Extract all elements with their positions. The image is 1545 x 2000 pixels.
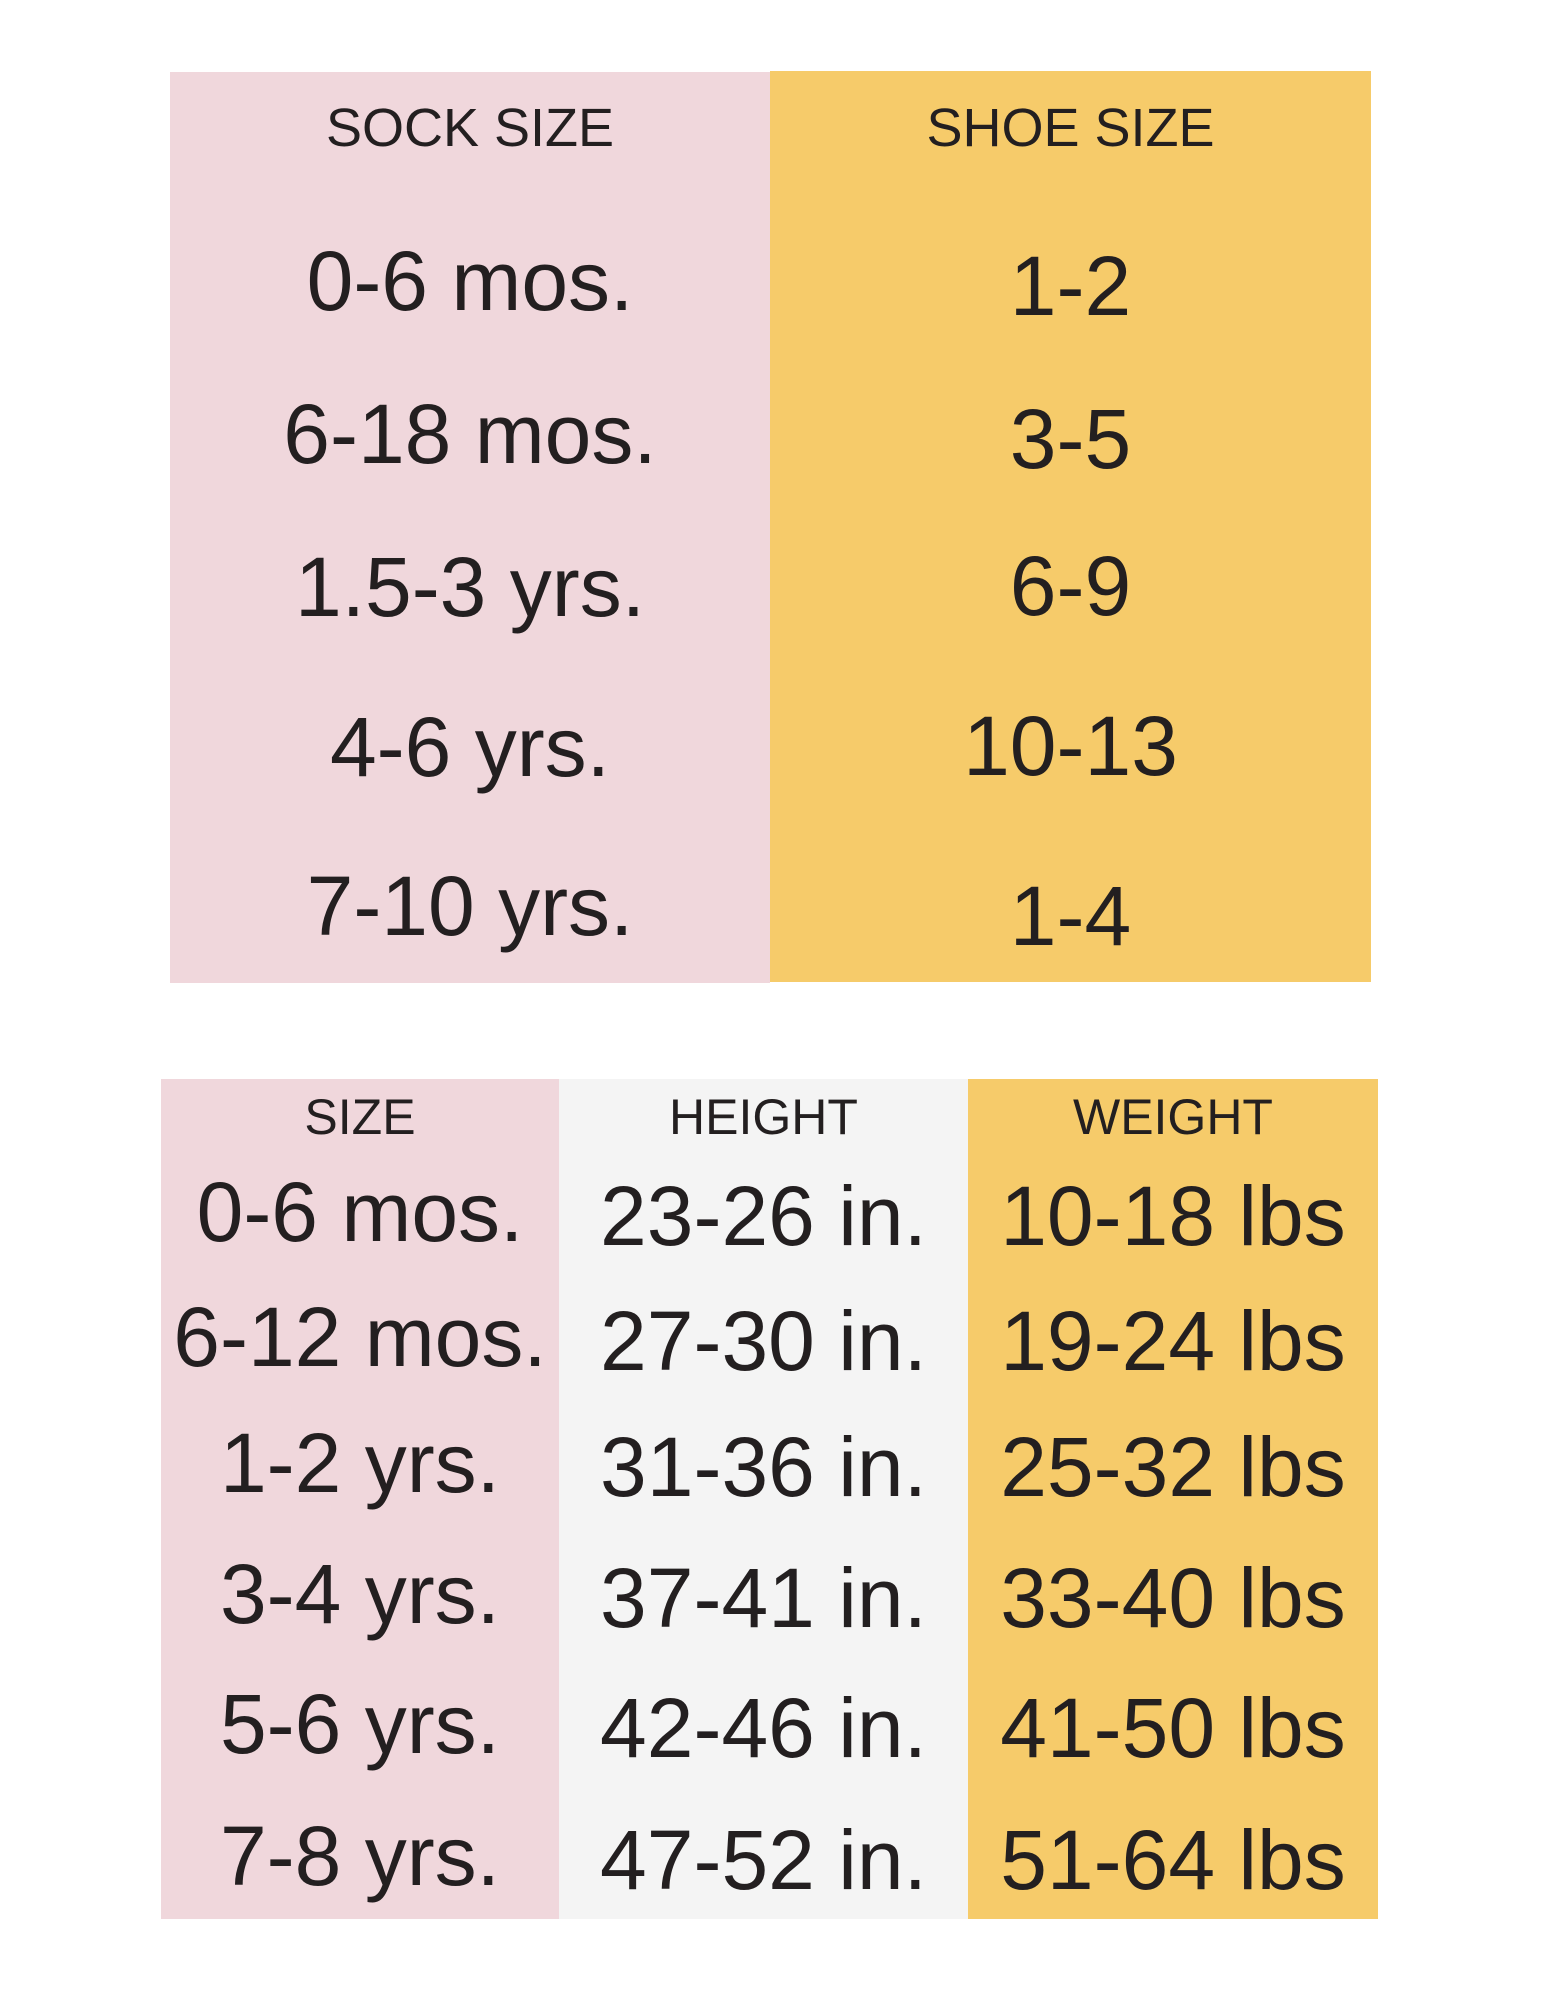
- shoe-size-cell: 6-9: [1009, 539, 1132, 633]
- height-cell: 37-41 in.: [600, 1551, 927, 1645]
- size-header: SIZE: [304, 1089, 416, 1145]
- size-cell: 1-2 yrs.: [219, 1416, 501, 1510]
- shoe-size-cell: 3-5: [1009, 392, 1132, 486]
- height-cell: 27-30 in.: [600, 1294, 927, 1388]
- size-cell: 0-6 mos.: [196, 1165, 524, 1259]
- height-cell: 23-26 in.: [600, 1169, 927, 1263]
- height-cell: 31-36 in.: [600, 1420, 927, 1514]
- size-cell: 3-4 yrs.: [219, 1547, 501, 1641]
- shoe-size-cell: 10-13: [963, 699, 1178, 793]
- shoe-size-column: SHOE SIZE 1-2 3-5 6-9 10-13 1-4: [770, 71, 1371, 982]
- sock-size-column: SOCK SIZE 0-6 mos. 6-18 mos. 1.5-3 yrs. …: [170, 72, 770, 983]
- weight-cell: 51-64 lbs: [1000, 1813, 1346, 1907]
- shoe-size-header: SHOE SIZE: [926, 98, 1215, 158]
- height-header: HEIGHT: [669, 1089, 858, 1145]
- shoe-size-cell: 1-2: [1009, 239, 1132, 333]
- size-column: SIZE 0-6 mos. 6-12 mos. 1-2 yrs. 3-4 yrs…: [161, 1079, 559, 1919]
- weight-cell: 25-32 lbs: [1000, 1420, 1346, 1514]
- sock-size-header: SOCK SIZE: [325, 98, 615, 158]
- height-cell: 42-46 in.: [600, 1681, 927, 1775]
- height-cell: 47-52 in.: [600, 1813, 927, 1907]
- weight-cell: 10-18 lbs: [1000, 1169, 1346, 1263]
- weight-column: WEIGHT 10-18 lbs 19-24 lbs 25-32 lbs 33-…: [968, 1079, 1378, 1919]
- sock-size-cell: 0-6 mos.: [306, 234, 634, 328]
- size-cell: 5-6 yrs.: [219, 1677, 501, 1771]
- weight-cell: 33-40 lbs: [1000, 1551, 1346, 1645]
- shoe-size-cell: 1-4: [1009, 869, 1132, 963]
- size-cell: 7-8 yrs.: [219, 1809, 501, 1903]
- sock-size-cell: 4-6 yrs.: [329, 700, 611, 794]
- sock-size-cell: 6-18 mos.: [283, 387, 657, 481]
- height-column: HEIGHT 23-26 in. 27-30 in. 31-36 in. 37-…: [559, 1079, 968, 1919]
- weight-cell: 19-24 lbs: [1000, 1294, 1346, 1388]
- weight-header: WEIGHT: [1073, 1089, 1273, 1145]
- sock-size-cell: 7-10 yrs.: [306, 859, 634, 953]
- size-cell: 6-12 mos.: [173, 1290, 547, 1384]
- weight-cell: 41-50 lbs: [1000, 1681, 1346, 1775]
- sock-size-cell: 1.5-3 yrs.: [294, 540, 646, 634]
